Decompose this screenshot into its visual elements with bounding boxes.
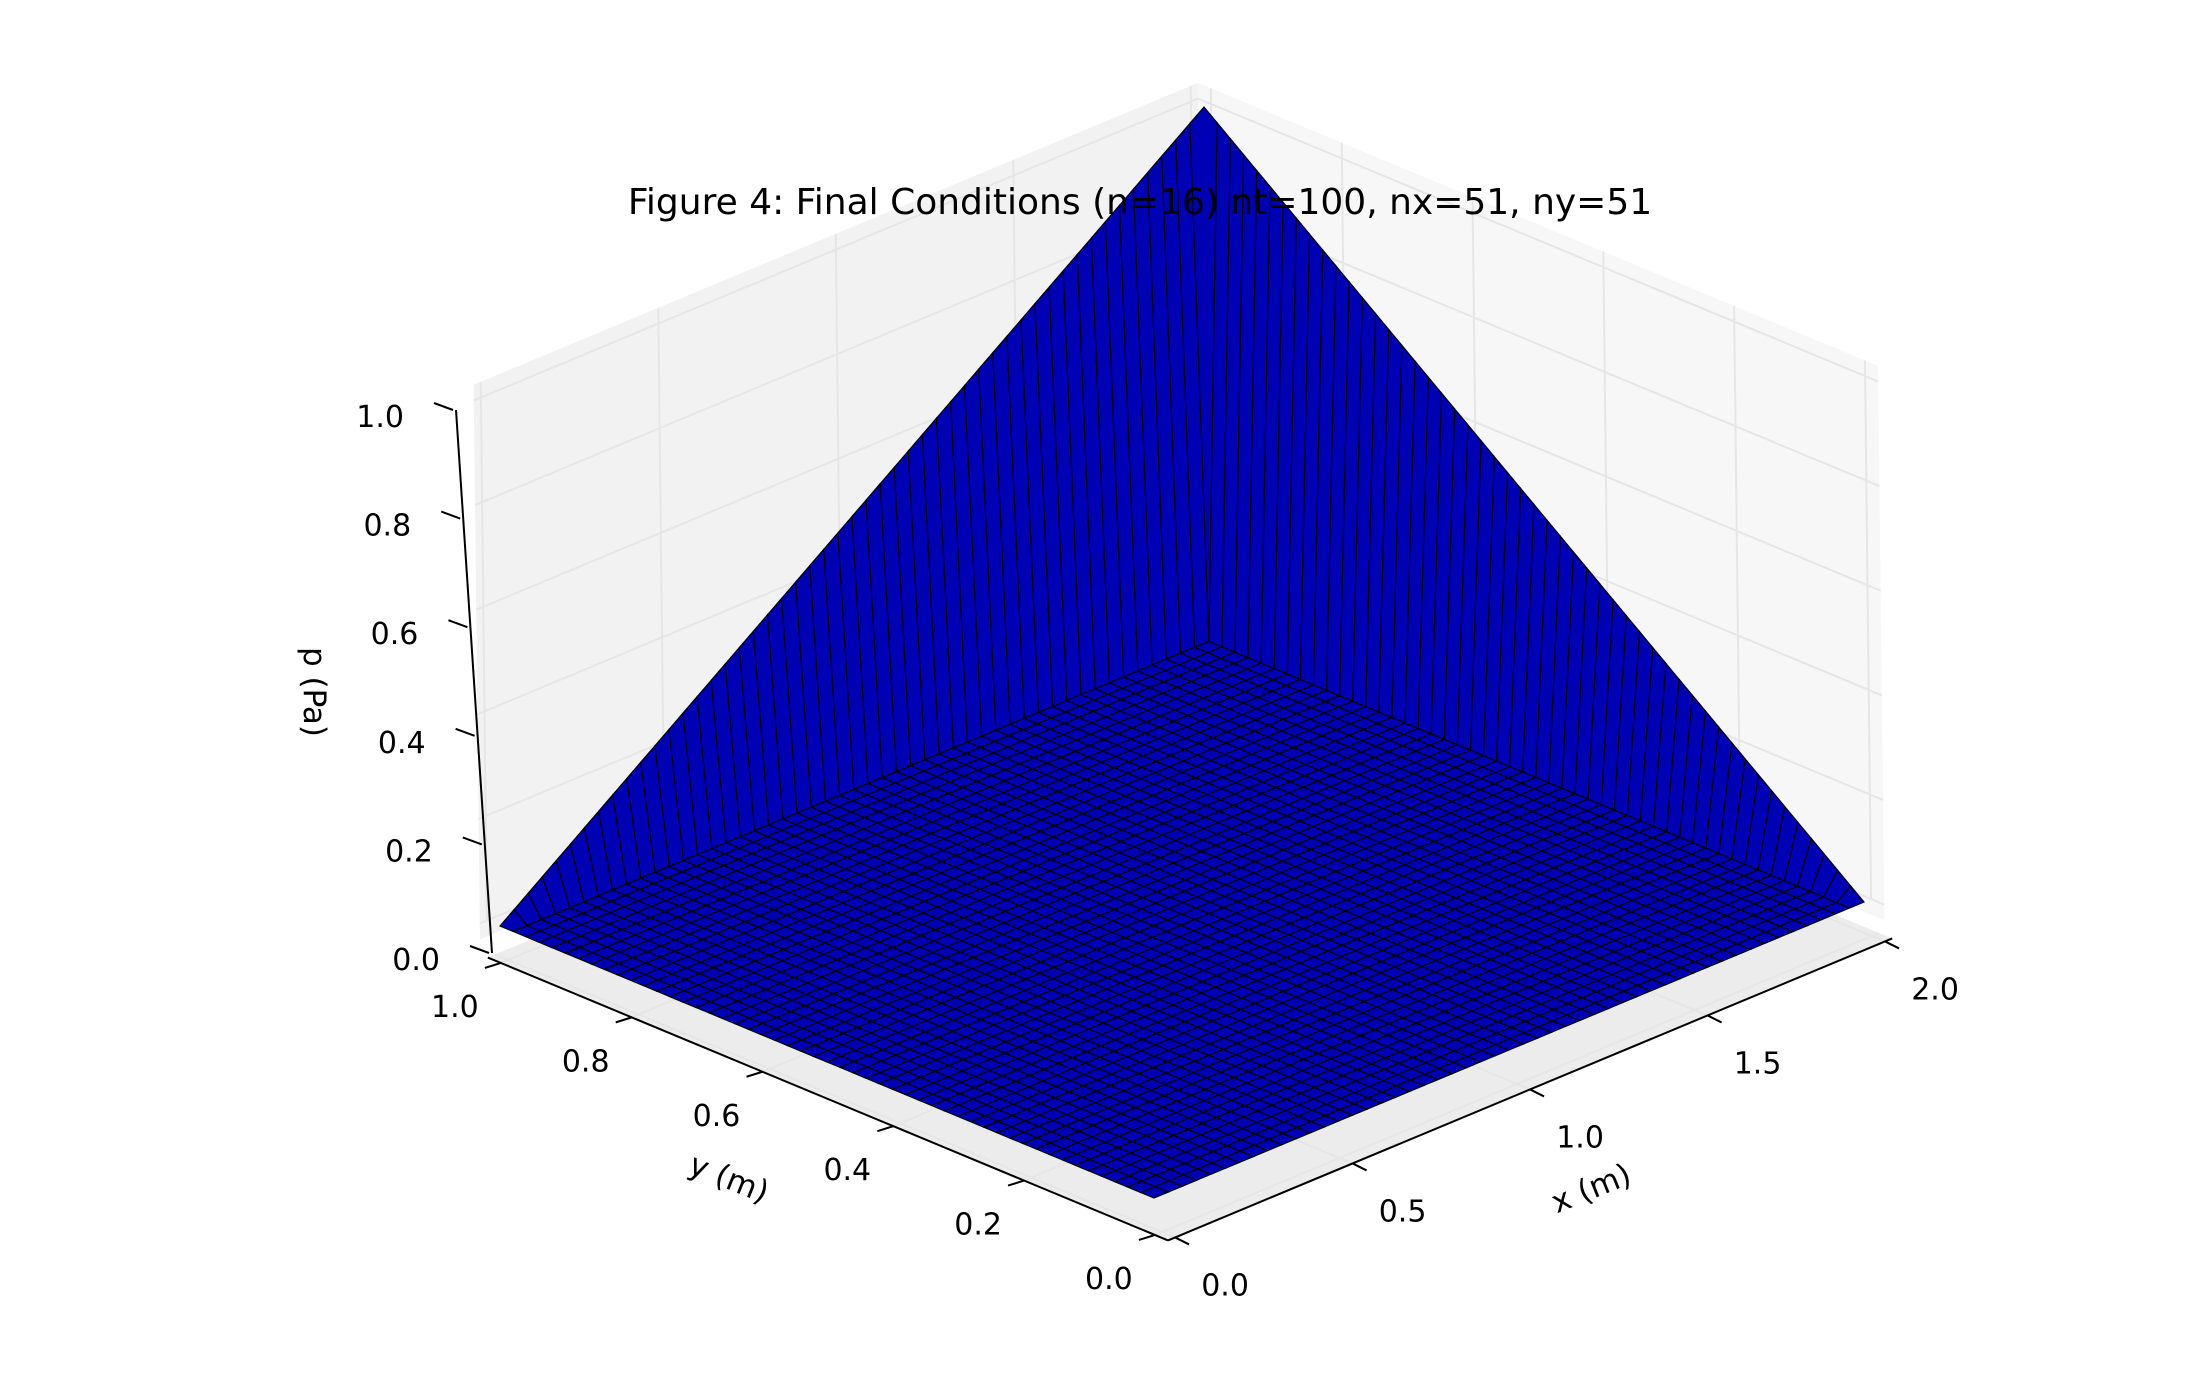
- z-tick-label: 0.4: [378, 726, 426, 761]
- x-tick-label: 2.0: [1911, 972, 1959, 1007]
- x-tick-label: 0.0: [1201, 1268, 1249, 1303]
- y-tick: [877, 1125, 894, 1133]
- z-tick-label: 1.0: [356, 400, 404, 435]
- z-tick: [469, 945, 490, 954]
- z-tick-label: 0.2: [385, 834, 433, 869]
- x-tick-label: 1.0: [1556, 1120, 1604, 1155]
- x-grid-line: [479, 381, 488, 921]
- z-tick: [462, 836, 483, 846]
- z-tick: [448, 619, 468, 629]
- y-tick: [746, 1070, 763, 1078]
- y-tick: [615, 1016, 632, 1024]
- x-tick: [1529, 1088, 1545, 1098]
- y-tick-label: 1.0: [431, 990, 479, 1025]
- z-axis-line: [455, 409, 493, 954]
- surface-cell: [1835, 885, 1865, 909]
- chart-title: Figure 4: Final Conditions (n=16) nt=100…: [628, 182, 1652, 223]
- x-tick: [1174, 1236, 1190, 1246]
- z-tick-label: 0.8: [363, 509, 411, 544]
- z-tick: [455, 727, 475, 737]
- z-tick: [433, 402, 454, 411]
- y-axis-label: y (m): [684, 1147, 774, 1211]
- back-pane-right: [1197, 82, 1885, 921]
- z-grid-line: [473, 97, 1879, 402]
- z-tick-label: 0.0: [392, 943, 440, 978]
- y-tick-label: 0.6: [693, 1099, 741, 1134]
- z-tick-label: 0.6: [371, 617, 419, 652]
- x-tick-label: 1.5: [1734, 1046, 1782, 1081]
- y-tick: [1138, 1234, 1156, 1241]
- y-tick: [484, 962, 502, 969]
- y-floor-grid-line: [1154, 932, 1880, 1236]
- y-tick-label: 0.4: [823, 1153, 871, 1188]
- y-tick-label: 0.2: [954, 1208, 1002, 1243]
- x-tick: [1707, 1014, 1723, 1024]
- y-axis-line: [487, 956, 1169, 1242]
- x-tick: [1352, 1162, 1368, 1172]
- tick-marks: [433, 402, 1900, 1246]
- z-tick: [440, 510, 461, 520]
- x-tick-label: 0.5: [1379, 1194, 1427, 1229]
- x-tick: [1884, 940, 1900, 950]
- x-floor-grid-line: [494, 953, 1176, 1239]
- y-tick-label: 0.8: [562, 1044, 610, 1079]
- surface-mesh: [499, 106, 1865, 1199]
- y-grid-line: [1863, 360, 1873, 900]
- x-axis-label: x (m): [1546, 1157, 1636, 1221]
- y-tick-label: 0.0: [1085, 1262, 1133, 1297]
- z-axis-label: p (Pa): [296, 647, 332, 737]
- y-tick: [1007, 1179, 1025, 1187]
